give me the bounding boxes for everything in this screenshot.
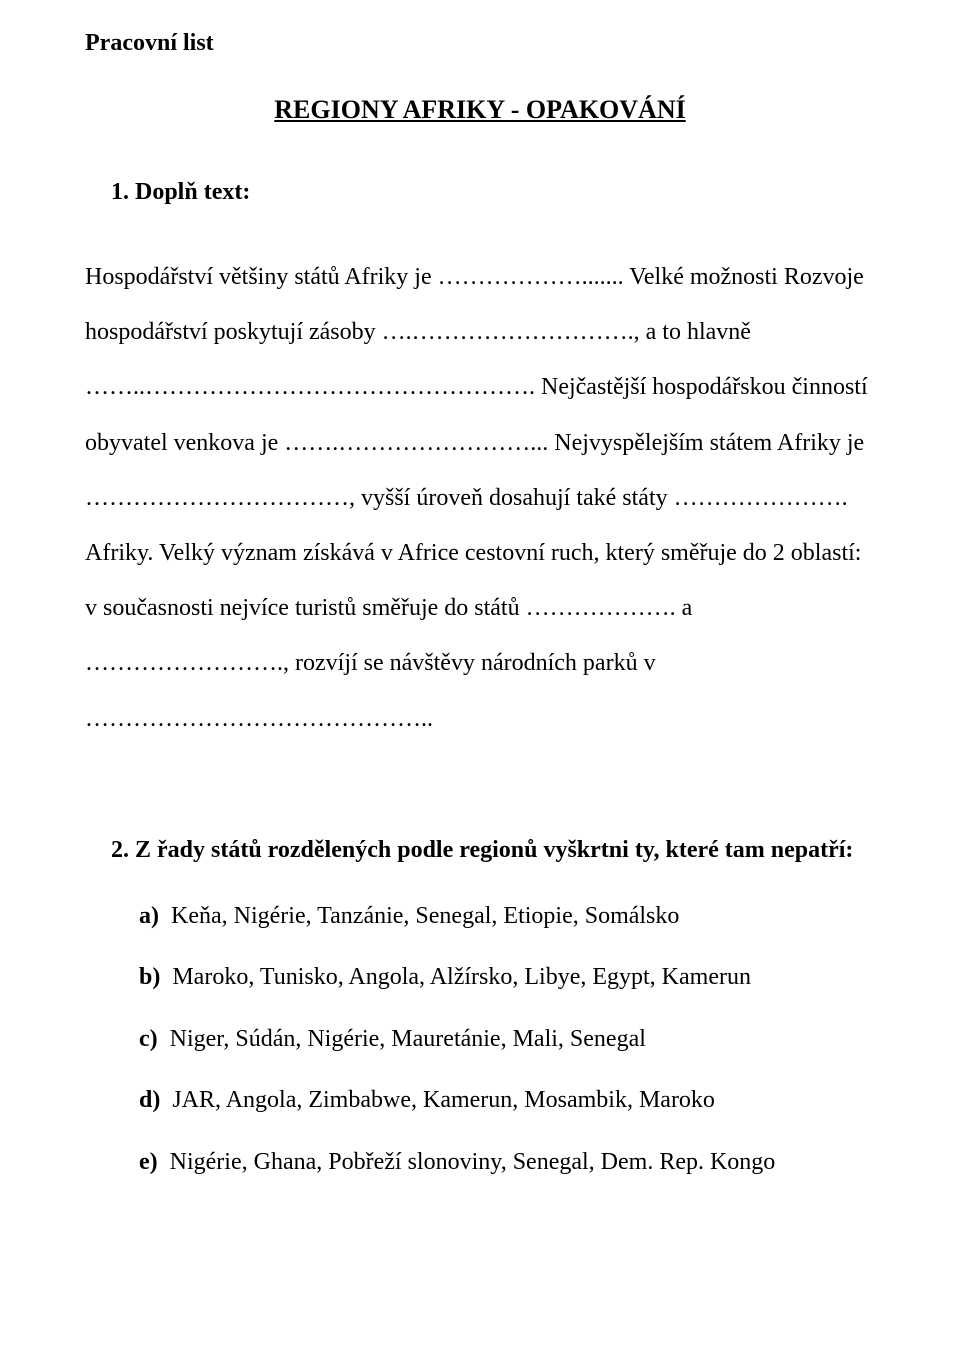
main-title: REGIONY AFRIKY - OPAKOVÁNÍ	[85, 95, 875, 125]
question-2-heading: 2. Z řady států rozdělených podle region…	[111, 837, 875, 864]
worksheet-page: Pracovní list REGIONY AFRIKY - OPAKOVÁNÍ…	[0, 0, 960, 1361]
option-b: b) Maroko, Tunisko, Angola, Alžírsko, Li…	[139, 961, 875, 995]
question-1-text: Hospodářství většiny států Afriky je …………	[85, 250, 875, 747]
option-text: Niger, Súdán, Nigérie, Mauretánie, Mali,…	[170, 1026, 646, 1052]
option-text: JAR, Angola, Zimbabwe, Kamerun, Mosambik…	[172, 1087, 715, 1113]
option-letter: b)	[139, 964, 160, 990]
option-text: Maroko, Tunisko, Angola, Alžírsko, Libye…	[172, 964, 751, 990]
option-letter: e)	[139, 1149, 158, 1175]
option-a: a) Keňa, Nigérie, Tanzánie, Senegal, Eti…	[139, 900, 875, 934]
option-text: Keňa, Nigérie, Tanzánie, Senegal, Etiopi…	[171, 903, 679, 929]
option-letter: c)	[139, 1026, 158, 1052]
question-1-heading: 1. Doplň text:	[111, 179, 875, 206]
option-text: Nigérie, Ghana, Pobřeží slonoviny, Seneg…	[170, 1149, 776, 1175]
option-d: d) JAR, Angola, Zimbabwe, Kamerun, Mosam…	[139, 1084, 875, 1118]
option-c: c) Niger, Súdán, Nigérie, Mauretánie, Ma…	[139, 1023, 875, 1057]
option-letter: a)	[139, 903, 159, 929]
question-2-options: a) Keňa, Nigérie, Tanzánie, Senegal, Eti…	[139, 900, 875, 1180]
option-letter: d)	[139, 1087, 160, 1113]
document-label: Pracovní list	[85, 30, 875, 57]
option-e: e) Nigérie, Ghana, Pobřeží slonoviny, Se…	[139, 1146, 875, 1180]
